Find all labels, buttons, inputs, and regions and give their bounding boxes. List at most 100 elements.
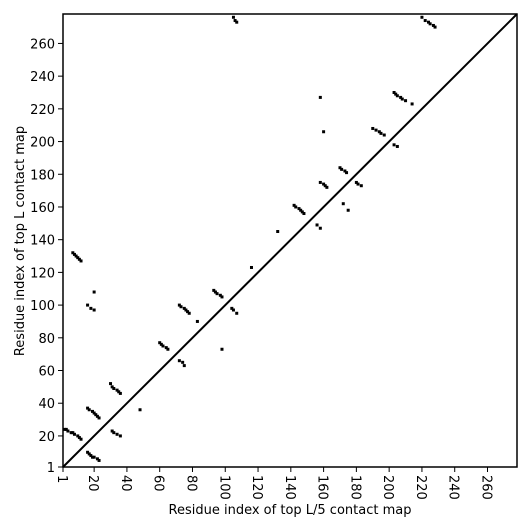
contact-point [345, 171, 349, 175]
contact-point [354, 180, 358, 184]
x-tick-label: 100 [216, 475, 231, 500]
contact-point [79, 437, 83, 441]
x-tick-label: 200 [380, 475, 395, 500]
contact-point [302, 212, 306, 216]
contact-point [195, 319, 199, 323]
y-tick-label: 180 [30, 168, 55, 183]
contact-point [177, 359, 181, 363]
contact-point [109, 382, 113, 386]
y-tick-label: 220 [30, 103, 55, 118]
contact-point [338, 166, 342, 170]
contact-point [69, 431, 73, 435]
contact-point [220, 295, 224, 299]
contact-point [87, 408, 91, 412]
contact-point [218, 293, 222, 297]
contact-point [299, 208, 303, 212]
x-tick-label: 180 [347, 475, 362, 500]
contact-point [89, 454, 93, 458]
contact-point [399, 95, 403, 99]
contact-point [431, 23, 435, 27]
x-tick-label: 80 [183, 475, 198, 492]
contact-point [182, 306, 186, 310]
contact-point [64, 427, 68, 431]
contact-point [161, 344, 165, 348]
contact-point [91, 455, 95, 459]
contact-point [318, 226, 322, 230]
contact-point [400, 97, 404, 101]
contact-point [404, 99, 408, 103]
contact-point [297, 207, 301, 211]
contact-point [395, 144, 399, 148]
contact-point [92, 411, 96, 415]
contact-point [423, 19, 427, 23]
contact-point [233, 19, 237, 23]
contact-point [187, 311, 191, 315]
contact-point [177, 303, 181, 307]
contact-point [86, 303, 90, 307]
contact-point [115, 432, 119, 436]
contact-point [92, 455, 96, 459]
contact-point [394, 92, 398, 96]
contact-point [315, 223, 319, 227]
contact-point [230, 306, 234, 310]
contact-point [343, 169, 347, 173]
contact-point [323, 184, 327, 188]
contact-point [184, 308, 188, 312]
x-tick-label: 160 [315, 475, 330, 500]
contact-point [220, 347, 224, 351]
contact-point [186, 310, 190, 314]
y-tick-label: 80 [38, 332, 55, 347]
contact-point [231, 308, 235, 312]
contact-point [322, 130, 326, 134]
contact-point [213, 290, 217, 294]
contact-point [318, 180, 322, 184]
contact-point [112, 431, 116, 435]
x-tick-label: 1 [54, 475, 69, 483]
contact-point [294, 205, 298, 209]
y-tick-label: 260 [30, 37, 55, 52]
contact-point [91, 409, 95, 413]
contact-point [77, 257, 81, 261]
contact-point [112, 387, 116, 391]
contact-point [249, 265, 253, 269]
contact-point [97, 458, 101, 462]
y-tick-label: 40 [38, 397, 55, 412]
plot-frame [62, 13, 518, 468]
contact-point [138, 408, 142, 412]
x-tick-label: 20 [85, 475, 100, 492]
contact-point [392, 90, 396, 94]
contact-point [382, 133, 386, 137]
contact-point [76, 434, 80, 438]
contact-point [74, 254, 78, 258]
contact-point [92, 308, 96, 312]
contact-point [79, 259, 83, 263]
contact-point [433, 25, 437, 29]
y-tick-label: 100 [30, 299, 55, 314]
contact-point [86, 450, 90, 454]
contact-point [341, 202, 345, 206]
contact-point [72, 252, 76, 256]
contact-point [89, 306, 93, 310]
contact-point [117, 390, 121, 394]
contact-point [159, 342, 163, 346]
contact-point [377, 130, 381, 134]
contact-point [356, 182, 360, 186]
contact-point [410, 102, 414, 106]
contact-point [87, 452, 91, 456]
contact-point [318, 95, 322, 99]
contact-point [325, 185, 329, 189]
contact-point [346, 208, 350, 212]
contact-point [231, 15, 235, 19]
contact-point [426, 20, 430, 24]
contact-point [95, 457, 99, 461]
y-tick-label: 200 [30, 136, 55, 151]
x-tick-label: 40 [118, 475, 133, 492]
contact-point [235, 20, 239, 24]
y-tick-label: 240 [30, 70, 55, 85]
x-tick-label: 60 [151, 475, 166, 492]
contact-point [359, 184, 363, 188]
y-tick-label: 20 [38, 430, 55, 445]
x-tick-label: 260 [478, 475, 493, 500]
x-axis-label: Residue index of top L/5 contact map [169, 503, 412, 518]
